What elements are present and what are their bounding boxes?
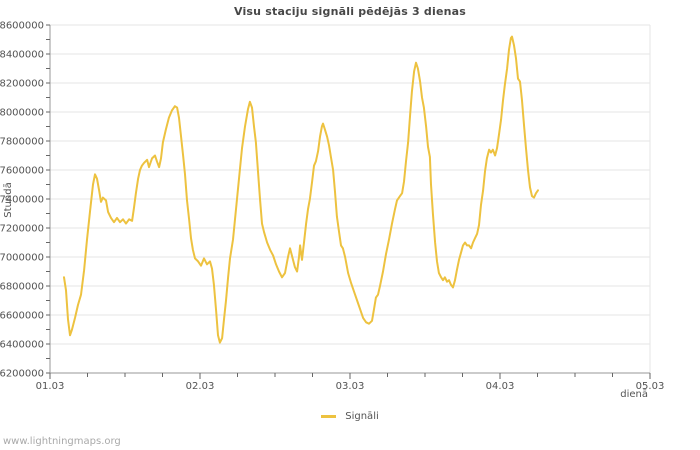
x-tick-label: 04.03 (486, 381, 515, 392)
chart-title: Visu staciju signāli pēdējās 3 dienas (233, 5, 467, 18)
y-tick-label: 8400000 (0, 50, 44, 61)
y-tick-label: 7200000 (0, 224, 44, 235)
y-tick-label: 7000000 (0, 253, 44, 264)
x-tick-label: 01.03 (36, 381, 65, 392)
y-tick-label: 6800000 (0, 282, 44, 293)
y-axis-label: Stundā (3, 182, 14, 218)
watermark: www.lightningmaps.org (3, 436, 121, 447)
y-tick-label: 6400000 (0, 340, 44, 351)
x-tick-label: 03.03 (336, 381, 365, 392)
y-tick-label: 6600000 (0, 311, 44, 322)
y-tick-label: 7400000 (0, 195, 44, 206)
legend-label-signali: Signāli (345, 411, 379, 422)
signals-series-swatch (321, 415, 337, 418)
x-axis-label: dienā (620, 389, 648, 400)
y-tick-label: 8000000 (0, 108, 44, 119)
legend: Signāli (0, 411, 700, 422)
y-tick-label: 7600000 (0, 166, 44, 177)
signals-line-series (63, 35, 539, 344)
y-tick-label: 8600000 (0, 21, 44, 32)
y-tick-label: 7800000 (0, 137, 44, 148)
y-tick-label: 8200000 (0, 79, 44, 90)
x-tick-label: 05.03 (636, 381, 665, 392)
y-tick-label: 6200000 (0, 369, 44, 380)
x-tick-label: 02.03 (186, 381, 215, 392)
